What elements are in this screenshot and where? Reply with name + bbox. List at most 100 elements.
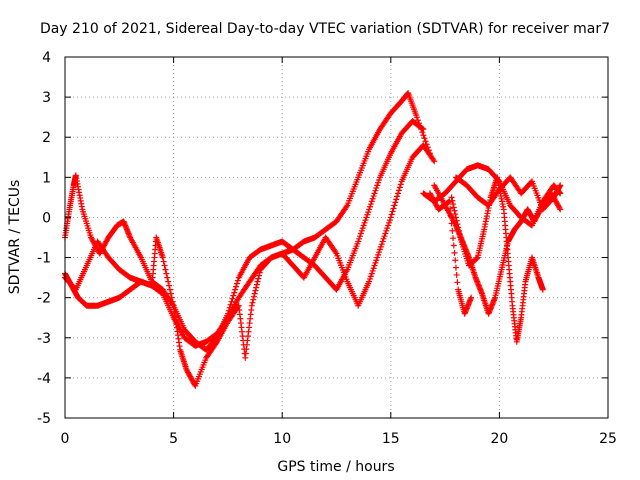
data-point-trace-c <box>395 190 402 197</box>
data-point-trace-f <box>451 207 458 214</box>
data-point-trace-c <box>382 230 389 237</box>
data-point-trace-c <box>386 217 393 224</box>
data-point-trace-f <box>453 217 460 224</box>
data-point-trace-h <box>454 279 461 286</box>
data-point-trace-c <box>371 262 378 269</box>
data-point-trace-b <box>374 182 381 189</box>
data-point-trace-c <box>250 293 257 300</box>
data-point-trace-h <box>451 249 458 256</box>
data-point-trace-c <box>159 254 166 261</box>
data-point-trace-b <box>227 301 234 308</box>
data-point-trace-c <box>385 219 392 226</box>
x-tick-label: 0 <box>61 431 70 447</box>
data-point-trace-c <box>396 184 403 191</box>
data-point-trace-h <box>450 235 457 242</box>
data-point-trace-f <box>455 227 462 234</box>
data-point-trace-b <box>358 227 365 234</box>
data-point-trace-g <box>557 182 564 189</box>
data-point-trace-a <box>343 203 350 210</box>
y-tick-label: -5 <box>37 411 51 427</box>
data-point-trace-f <box>448 194 455 201</box>
data-point-trace-b <box>228 298 235 305</box>
data-point-trace-c <box>166 286 173 293</box>
data-point-trace-c <box>248 302 255 309</box>
data-point-trace-h <box>450 242 457 249</box>
data-point-trace-c <box>332 249 339 256</box>
data-point-trace-c <box>372 259 379 266</box>
data-point-trace-c <box>377 243 384 250</box>
data-point-trace-c <box>234 304 241 311</box>
data-point-trace-c <box>253 284 260 291</box>
data-point-trace-c <box>160 258 167 265</box>
data-point-trace-c <box>376 249 383 256</box>
data-point-trace-f <box>454 221 461 228</box>
x-tick-label: 5 <box>169 431 178 447</box>
data-point-trace-b <box>360 222 367 229</box>
data-point-trace-c <box>254 278 261 285</box>
data-point-trace-b <box>365 209 372 216</box>
data-point-trace-h <box>447 205 454 212</box>
data-point-trace-a <box>420 132 427 139</box>
data-point-trace-c <box>163 270 170 277</box>
data-point-trace-f <box>455 224 462 231</box>
data-point-trace-f <box>449 197 456 204</box>
data-point-trace-c <box>370 265 377 272</box>
data-point-trace-h <box>468 294 475 301</box>
data-point-trace-b <box>226 304 233 311</box>
data-point-trace-c <box>253 281 260 288</box>
y-tick-label: 0 <box>42 210 51 226</box>
y-tick-label: 4 <box>42 50 51 66</box>
data-point-trace-f <box>450 204 457 211</box>
data-point-trace-b <box>373 185 380 192</box>
data-point-trace-b <box>369 195 376 202</box>
data-point-trace-c <box>379 238 386 245</box>
data-point-trace-b <box>362 217 369 224</box>
data-point-trace-c <box>393 196 400 203</box>
data-point-trace-b <box>371 190 378 197</box>
x-axis-ticks: 0 5 10 15 20 25 <box>61 57 617 447</box>
data-point-trace-h <box>453 271 460 278</box>
x-tick-label: 10 <box>273 431 291 447</box>
data-point-trace-f <box>456 231 463 238</box>
data-point-trace-c <box>374 254 381 261</box>
y-axis-label: SDTVAR / TECUs <box>7 180 23 295</box>
x-axis-label: GPS time / hours <box>277 459 394 475</box>
data-point-trace-c <box>368 270 375 277</box>
y-tick-label: -1 <box>37 251 51 267</box>
y-tick-label: -2 <box>37 291 51 307</box>
data-point-trace-b <box>232 286 239 293</box>
data-point-trace-f <box>452 211 459 218</box>
data-points <box>62 90 564 389</box>
data-point-trace-c <box>387 214 394 221</box>
data-point-trace-b <box>366 203 373 210</box>
data-point-trace-b <box>233 283 240 290</box>
data-point-trace-b <box>230 292 237 299</box>
plot-frame <box>64 56 609 419</box>
data-point-trace-b <box>356 235 363 242</box>
data-point-trace-c <box>390 205 397 212</box>
data-point-trace-c <box>392 199 399 206</box>
data-point-trace-c <box>166 282 173 289</box>
data-point-trace-c <box>162 266 169 273</box>
data-point-trace-c <box>375 251 382 258</box>
data-point-trace-f <box>450 201 457 208</box>
data-point-trace-b <box>233 280 240 287</box>
data-point-trace-b <box>224 310 231 317</box>
x-tick-label: 15 <box>382 431 400 447</box>
data-point-trace-c <box>430 156 437 163</box>
data-point-trace-h <box>449 227 456 234</box>
y-tick-label: 1 <box>42 170 51 186</box>
y-tick-label: 3 <box>42 90 51 106</box>
data-point-trace-c <box>255 275 262 282</box>
data-point-trace-c <box>380 235 387 242</box>
data-point-trace-b <box>367 201 374 208</box>
data-point-trace-c <box>249 299 256 306</box>
data-point-trace-a <box>413 114 420 121</box>
data-point-trace-b <box>368 198 375 205</box>
data-point-trace-b <box>420 126 427 133</box>
data-point-trace-b <box>361 219 368 226</box>
data-point-trace-h <box>452 264 459 271</box>
data-point-trace-e <box>556 205 563 212</box>
grid-lines <box>65 57 608 418</box>
